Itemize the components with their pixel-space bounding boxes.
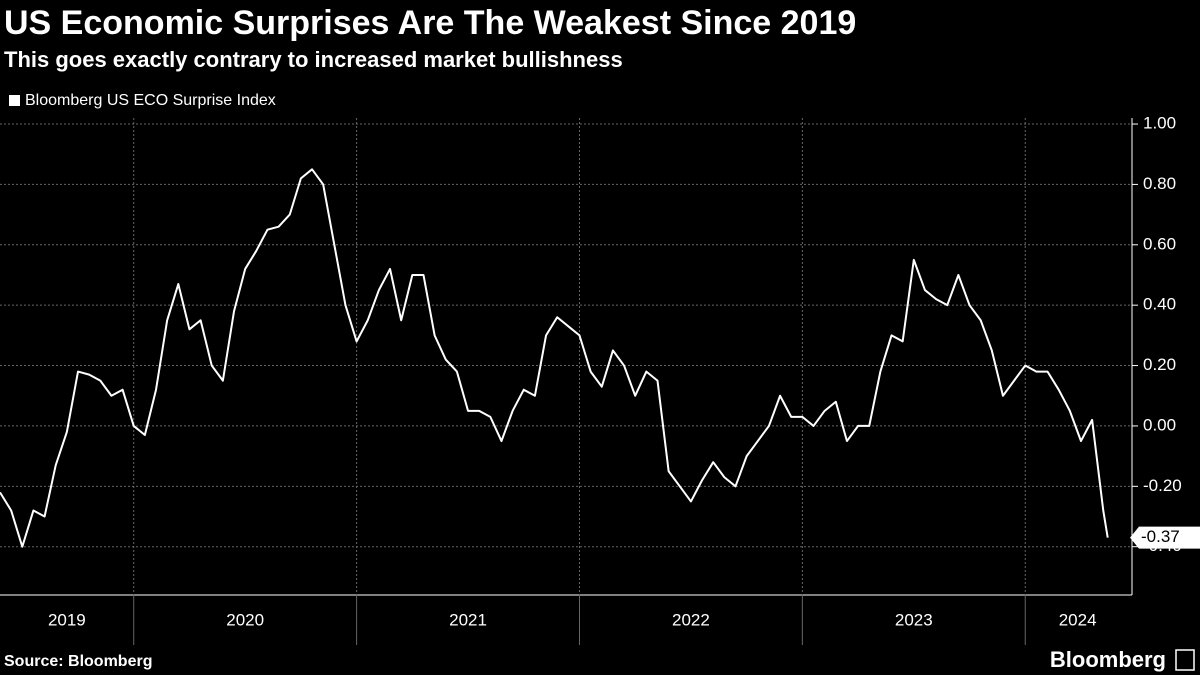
- y-tick-label: 0.80: [1143, 174, 1176, 193]
- line-series: [0, 168, 1109, 548]
- y-tick-label: 0.00: [1143, 415, 1176, 434]
- chart-subtitle: This goes exactly contrary to increased …: [4, 47, 623, 72]
- source: Source: Bloomberg: [4, 653, 152, 670]
- y-tick-label: -0.20: [1143, 476, 1182, 495]
- x-tick-label: 2024: [1059, 610, 1097, 629]
- x-tick-label: 2023: [895, 610, 933, 629]
- x-tick-label: 2020: [226, 610, 264, 629]
- y-tick-label: 1.00: [1143, 114, 1176, 133]
- x-tick-label: 2022: [672, 610, 710, 629]
- y-tick-label: 0.60: [1143, 234, 1176, 253]
- legend-swatch: [9, 95, 20, 106]
- last-value-box: [1130, 526, 1200, 549]
- last-value-label: -0.37: [1141, 527, 1180, 546]
- y-tick-label: 0.20: [1143, 355, 1176, 374]
- x-tick-label: 2019: [48, 610, 86, 629]
- chart-title: US Economic Surprises Are The Weakest Si…: [4, 4, 856, 42]
- y-tick-label: 0.40: [1143, 295, 1176, 314]
- x-tick-label: 2021: [449, 610, 487, 629]
- legend-label: Bloomberg US ECO Surprise Index: [25, 92, 276, 109]
- brand-icon: [1175, 649, 1195, 671]
- brand: Bloomberg: [1050, 647, 1166, 672]
